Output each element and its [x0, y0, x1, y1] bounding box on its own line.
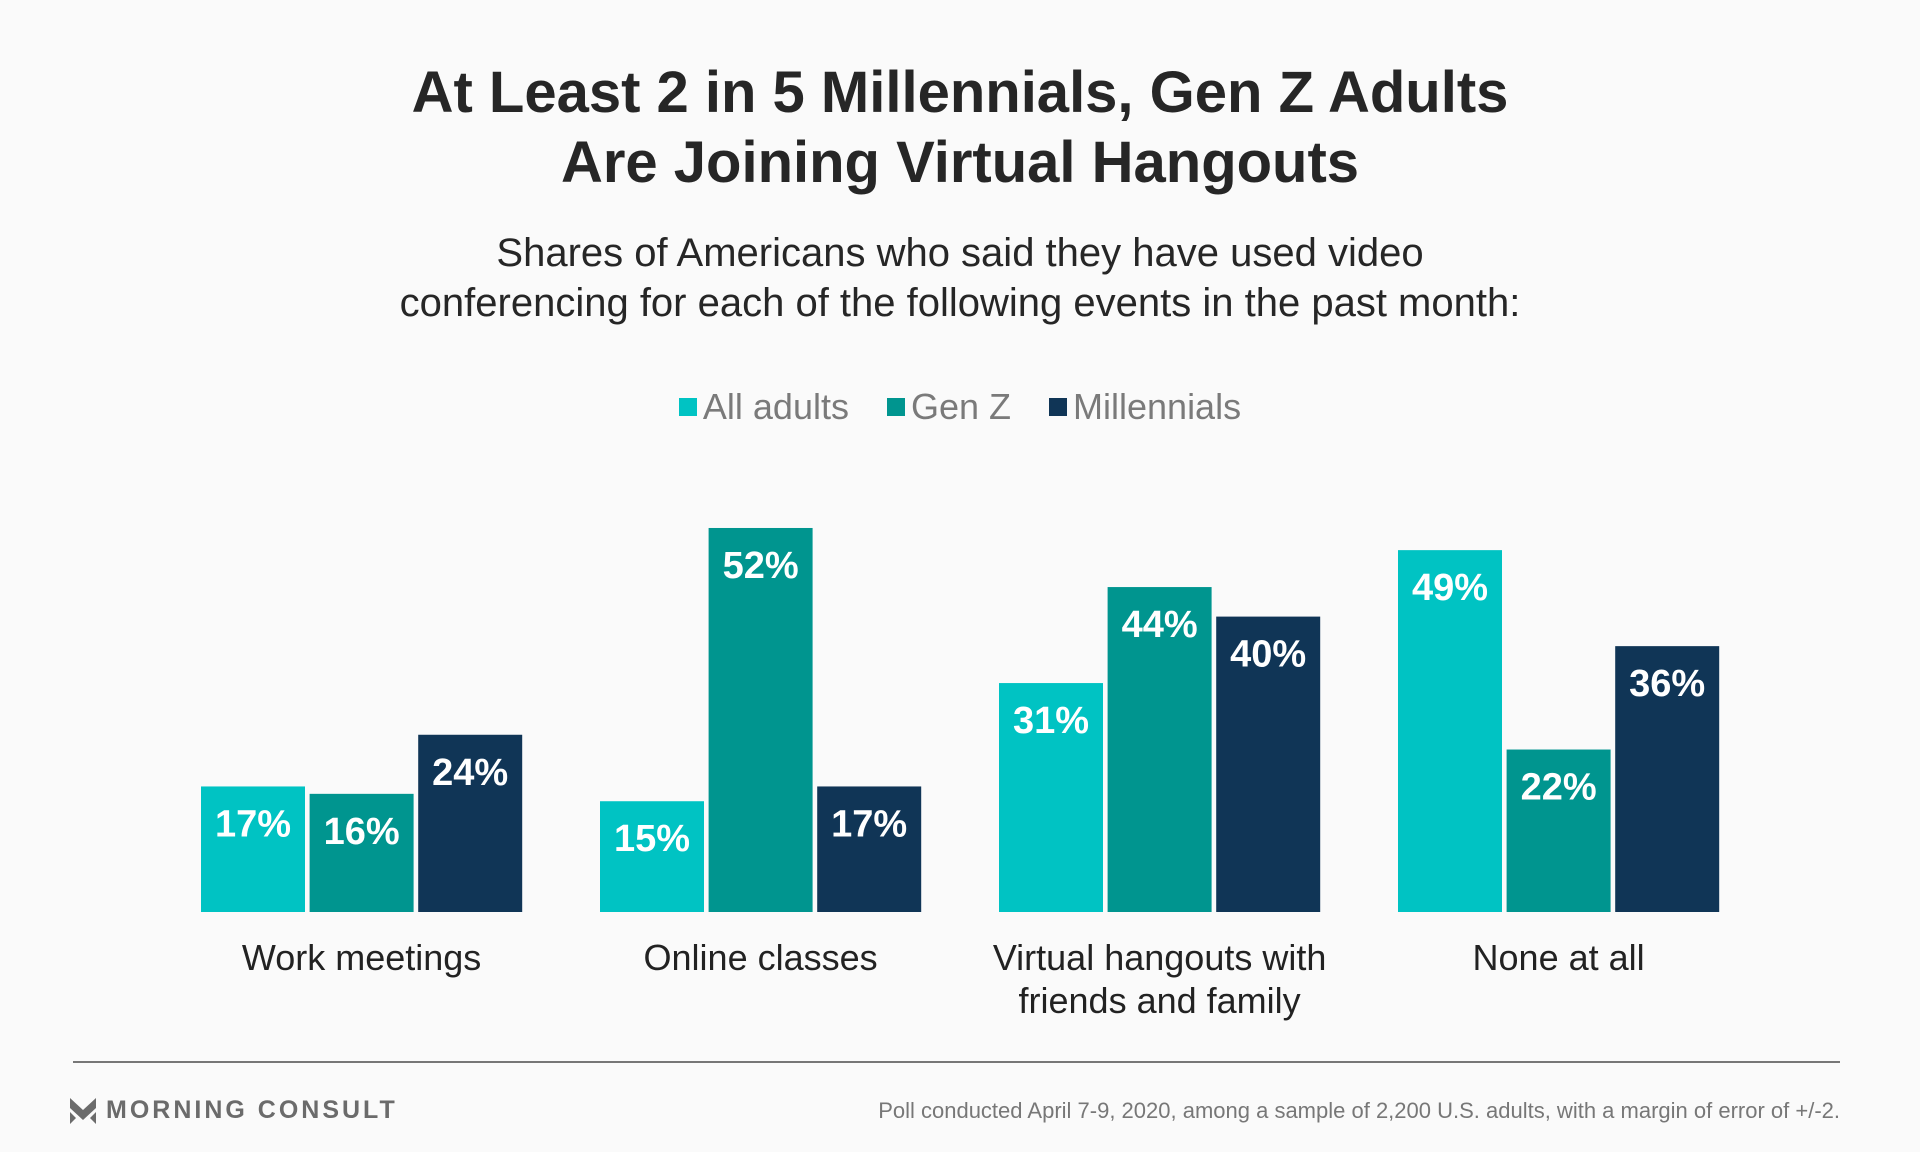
data-label: 44%	[1122, 604, 1198, 646]
bar	[1398, 550, 1502, 912]
category-label: friends and family	[1019, 980, 1301, 1021]
category-label: Virtual hangouts with	[993, 937, 1327, 978]
title-line: At Least 2 in 5 Millennials, Gen Z Adult…	[411, 60, 1509, 125]
bar	[1506, 749, 1611, 912]
data-label: 31%	[1013, 700, 1089, 742]
category-label: Work meetings	[242, 937, 481, 978]
legend-label: Gen Z	[910, 386, 1012, 427]
legend: All adults Gen Z Millennials	[0, 386, 1920, 428]
data-label: 22%	[1521, 767, 1597, 809]
morning-consult-logo: MORNING CONSULT	[70, 1096, 398, 1125]
footer-divider	[73, 1061, 1840, 1063]
legend-label: Millennials	[1073, 386, 1242, 427]
title-line: Are Joining Virtual Hangouts	[560, 130, 1360, 195]
category-label: None at all	[1473, 937, 1645, 978]
footer-note: Poll conducted April 7-9, 2020, among a …	[878, 1098, 1840, 1123]
subtitle-line: conferencing for each of the following e…	[399, 281, 1521, 325]
bar	[1615, 646, 1720, 912]
bar	[708, 527, 813, 912]
legend-item: Millennials	[1049, 386, 1241, 428]
data-label: 15%	[614, 818, 690, 860]
data-label: 24%	[432, 752, 508, 794]
bar	[309, 793, 414, 912]
bar	[1216, 616, 1321, 912]
legend-swatch	[678, 398, 697, 416]
logo-m-icon	[70, 1097, 96, 1124]
bar	[600, 801, 704, 912]
legend-label: All adults	[702, 386, 849, 427]
legend-swatch	[886, 398, 905, 416]
bar	[817, 786, 922, 912]
data-label: 17%	[215, 803, 291, 845]
bar	[201, 786, 305, 912]
legend-item: Gen Z	[886, 386, 1012, 428]
brand-name: MORNING CONSULT	[106, 1096, 398, 1124]
data-label: 52%	[723, 545, 799, 587]
data-label: 36%	[1629, 663, 1705, 705]
legend-item: All adults	[678, 386, 849, 428]
data-label: 40%	[1230, 634, 1306, 676]
bar	[1107, 587, 1212, 912]
legend-swatch	[1049, 398, 1068, 416]
category-label: Online classes	[644, 937, 878, 978]
subtitle-line: Shares of Americans who said they have u…	[496, 231, 1424, 275]
bar	[999, 683, 1103, 912]
data-label: 16%	[324, 811, 400, 853]
chart-subtitle: Shares of Americans who said they have u…	[0, 228, 1920, 328]
chart-title: At Least 2 in 5 Millennials, Gen Z Adult…	[0, 58, 1920, 198]
data-label: 17%	[831, 803, 907, 845]
data-label: 49%	[1412, 567, 1488, 609]
bar	[418, 734, 523, 912]
